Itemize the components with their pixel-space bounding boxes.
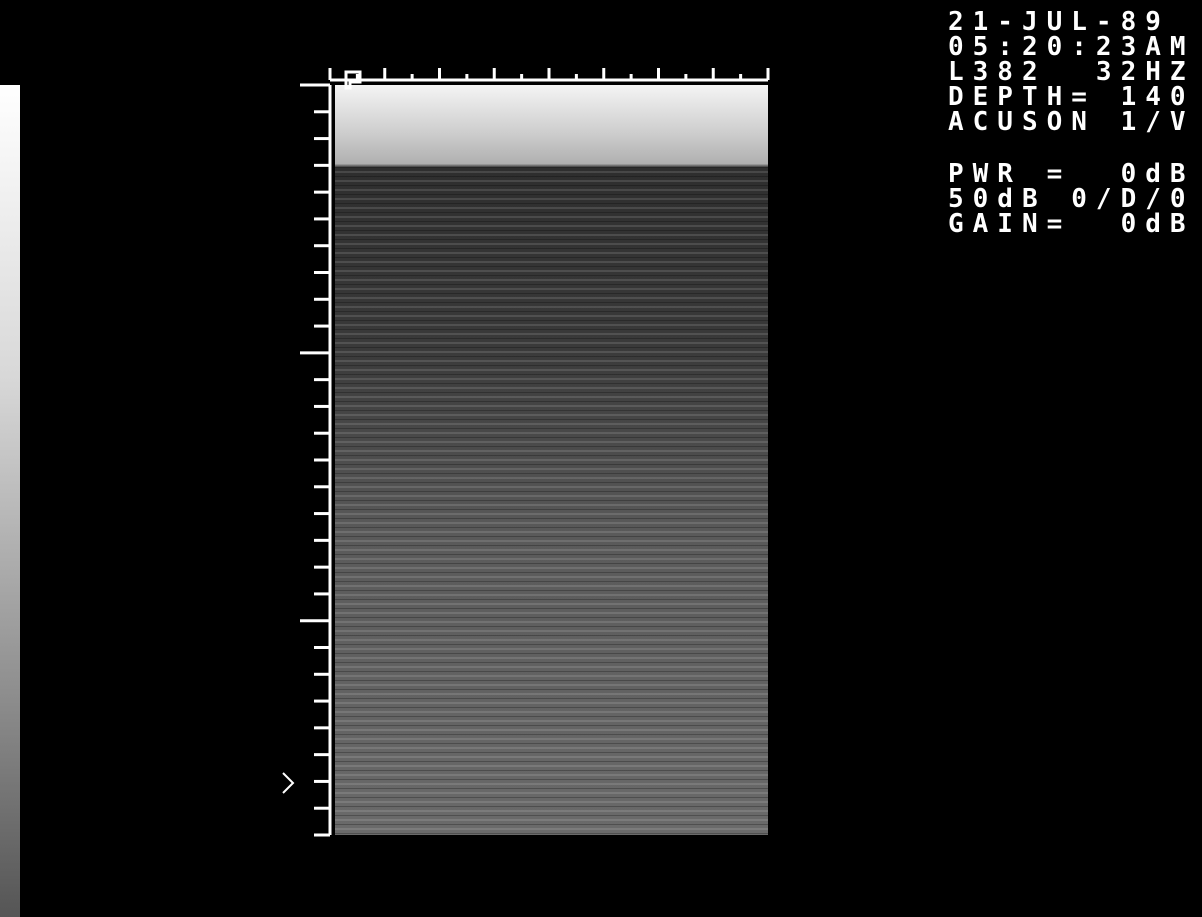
ultrasound-screen: 21-JUL-8905:20:23AML382 32HZDEPTH= 140AC… xyxy=(0,0,1202,917)
overlay-line: ACUSON 1/V xyxy=(948,107,1195,137)
page: 21-JUL-8905:20:23AML382 32HZDEPTH= 140AC… xyxy=(0,0,1202,917)
overlay-line: GAIN= 0dB xyxy=(948,209,1195,239)
image-texture xyxy=(335,165,768,835)
grayscale-bar xyxy=(0,85,20,917)
